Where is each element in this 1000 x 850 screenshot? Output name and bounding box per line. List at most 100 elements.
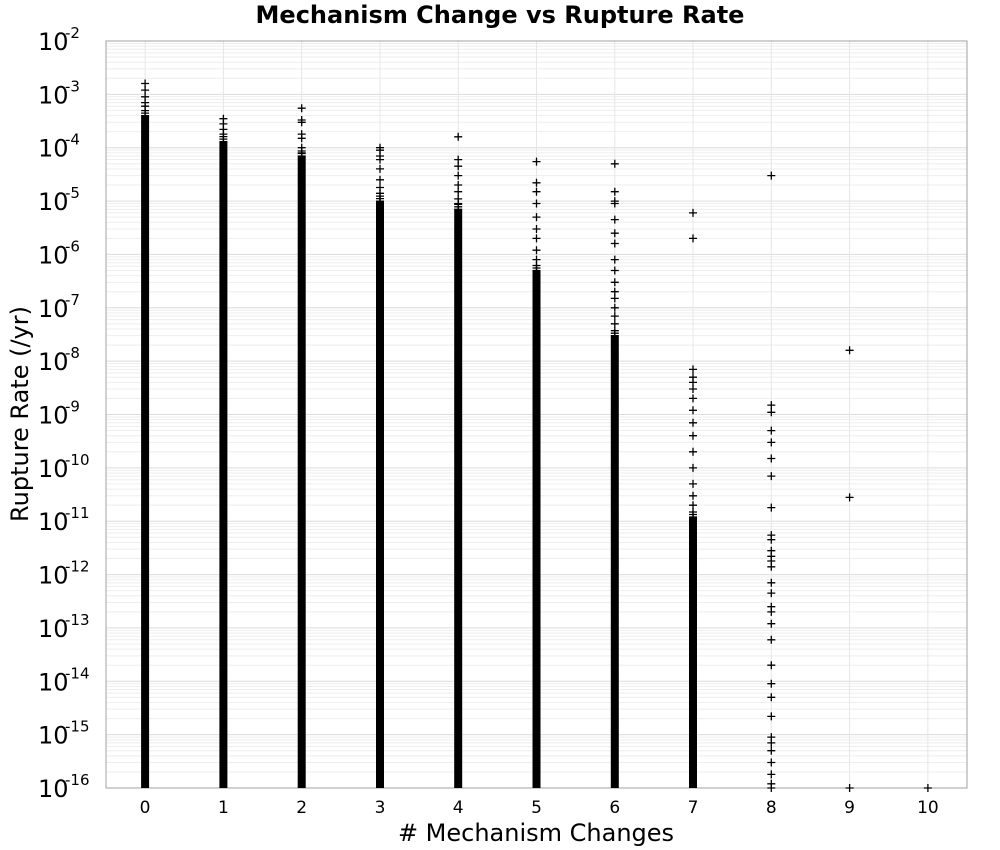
data-point-marker [689, 385, 697, 393]
data-point-marker [767, 607, 776, 616]
data-point-marker [689, 208, 697, 217]
data-point-marker [610, 159, 619, 168]
y-axis-label: Rupture Rate (/yr) [6, 306, 34, 522]
data-point-marker [610, 255, 619, 264]
data-markers [141, 79, 932, 792]
x-tick-label: 0 [140, 798, 151, 818]
data-point-marker [767, 619, 776, 628]
data-point-marker [923, 784, 932, 792]
dense-marker-column [610, 335, 619, 788]
x-tick-label: 3 [375, 798, 386, 818]
x-tick-label: 8 [766, 798, 777, 818]
y-tick-exponent: -7 [65, 291, 80, 309]
data-point-marker [297, 118, 306, 127]
data-point-marker [297, 148, 306, 157]
y-tick-exponent: -10 [65, 451, 90, 469]
y-tick-exponent: -15 [65, 718, 90, 736]
data-point-marker [767, 171, 776, 180]
data-point-marker [767, 738, 776, 747]
data-point-marker [767, 679, 776, 688]
data-point-marker [767, 758, 776, 767]
data-point-marker [689, 431, 697, 440]
y-tick-exponent: -8 [65, 344, 80, 362]
data-point-marker [767, 589, 776, 598]
data-point-marker [767, 712, 776, 721]
data-point-marker [767, 661, 776, 670]
dense-marker-column [219, 141, 228, 789]
data-point-marker [376, 164, 384, 173]
y-tick-label: 10 [38, 188, 69, 216]
y-tick-label: 10 [38, 241, 69, 269]
data-point-marker [689, 491, 697, 500]
y-tick-label: 10 [38, 562, 69, 590]
data-point-marker [767, 562, 776, 571]
data-point-marker [767, 454, 776, 463]
data-point-marker [689, 234, 697, 243]
dense-marker-column [297, 156, 306, 788]
y-tick-label: 10 [38, 455, 69, 483]
data-point-marker [454, 162, 463, 171]
data-point-marker [532, 213, 541, 222]
y-tick-label: 10 [38, 722, 69, 750]
data-point-marker [454, 132, 463, 141]
data-point-marker [689, 365, 697, 374]
data-point-marker [610, 266, 619, 275]
dense-marker-column [454, 209, 463, 789]
y-tick-label: 10 [38, 135, 69, 163]
data-point-marker [767, 438, 776, 447]
x-axis-label: # Mechanism Changes [398, 819, 674, 847]
data-point-marker [376, 175, 384, 184]
y-tick-exponent: -4 [65, 131, 80, 149]
data-point-marker [532, 157, 541, 166]
dense-marker-column [141, 115, 150, 789]
data-point-marker [767, 535, 776, 544]
data-point-marker [689, 508, 697, 516]
y-tick-exponent: -9 [65, 398, 80, 416]
data-point-marker [297, 134, 306, 143]
data-point-marker [845, 784, 854, 792]
x-tick-label: 10 [917, 798, 939, 818]
data-point-marker [454, 171, 463, 180]
data-point-marker [689, 463, 697, 472]
y-tick-label: 10 [38, 81, 69, 109]
data-point-marker [610, 187, 619, 196]
data-point-marker [610, 229, 619, 238]
data-point-marker [376, 189, 384, 198]
data-point-marker [689, 479, 697, 488]
data-point-marker [141, 86, 150, 95]
y-tick-exponent: -3 [65, 77, 80, 95]
y-tick-label: 10 [38, 28, 69, 56]
data-point-marker [845, 493, 854, 502]
data-point-marker [610, 278, 619, 287]
y-tick-label: 10 [38, 295, 69, 323]
x-tick-label: 9 [844, 798, 855, 818]
data-point-marker [219, 130, 228, 139]
data-point-marker [297, 104, 306, 113]
data-point-marker [689, 418, 697, 427]
data-point-marker [767, 770, 776, 779]
data-point-marker [767, 401, 776, 410]
data-point-marker [689, 394, 697, 403]
data-point-marker [610, 239, 619, 248]
y-tick-exponent: -16 [65, 771, 90, 789]
data-point-marker [845, 346, 854, 355]
data-point-marker [767, 693, 776, 702]
y-tick-exponent: -13 [65, 611, 90, 629]
x-tick-label: 1 [218, 798, 229, 818]
y-tick-label: 10 [38, 508, 69, 536]
data-point-marker [767, 746, 776, 755]
data-point-marker [767, 578, 776, 587]
data-point-marker [610, 287, 619, 296]
data-point-marker [610, 303, 619, 312]
data-point-marker [689, 406, 697, 415]
data-point-marker [767, 472, 776, 481]
y-tick-exponent: -5 [65, 184, 80, 202]
data-point-marker [689, 501, 697, 510]
data-point-marker [532, 178, 541, 187]
data-point-marker [689, 447, 697, 456]
data-point-marker [610, 319, 619, 328]
y-tick-exponent: -12 [65, 558, 90, 576]
data-point-marker [532, 255, 541, 264]
data-point-marker [454, 187, 463, 196]
y-tick-label: 10 [38, 775, 69, 803]
